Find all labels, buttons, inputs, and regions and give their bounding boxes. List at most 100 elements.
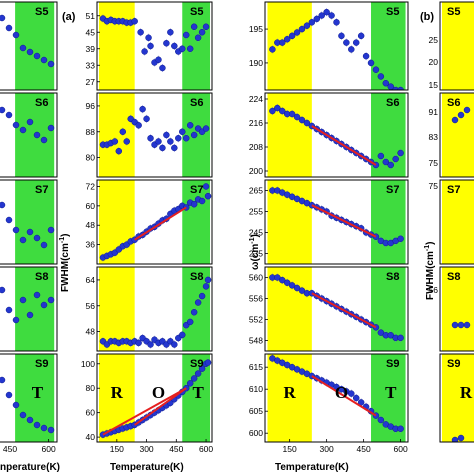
data-point (47, 226, 55, 234)
region-R (441, 2, 474, 90)
data-point (167, 138, 174, 145)
y-tick-label: 39 (86, 44, 96, 54)
data-point (198, 292, 206, 300)
x-tick-label: 450 (169, 444, 183, 454)
data-point (204, 276, 212, 284)
region-T (15, 354, 55, 442)
data-point (372, 66, 380, 73)
data-point (194, 34, 202, 41)
region-T (15, 267, 55, 351)
data-point (352, 39, 360, 46)
subplot-label: S8 (447, 271, 460, 283)
y-tick-label: 20 (429, 57, 439, 67)
y-tick-label: 605 (249, 406, 263, 416)
data-point (175, 134, 182, 142)
data-point (139, 105, 146, 113)
plot-area (0, 180, 55, 264)
subplot-label: S9 (35, 358, 48, 370)
region-R (441, 354, 474, 442)
subplot-label: S5 (190, 6, 203, 18)
data-point (463, 321, 471, 329)
data-point (457, 434, 465, 442)
data-point (147, 341, 154, 348)
fit-line (311, 375, 377, 417)
data-point (131, 18, 138, 25)
data-point (279, 276, 286, 284)
data-point (182, 134, 190, 142)
subplot-a-left-s5: S5 (0, 1, 58, 91)
y-tick-label: 224 (249, 94, 263, 104)
x-axis-title-b: Temperature(K) (275, 462, 349, 473)
data-point (137, 29, 144, 36)
subplot-frame (264, 92, 409, 178)
y-tick-label: 556 (249, 294, 263, 304)
subplot-label: S5 (447, 6, 460, 18)
data-point (47, 60, 55, 68)
data-point (323, 8, 330, 16)
y-tick-label: 615 (249, 362, 263, 372)
data-point (269, 46, 276, 53)
data-point (202, 125, 210, 132)
data-point (5, 306, 13, 314)
data-point (163, 131, 170, 139)
y-tick-label: 33 (86, 60, 96, 70)
data-point (198, 197, 206, 205)
data-point (397, 334, 404, 342)
data-point (397, 149, 404, 157)
data-point (12, 401, 20, 409)
data-point (392, 155, 399, 163)
data-point (47, 296, 55, 304)
data-point (274, 104, 281, 112)
data-point (293, 113, 301, 121)
data-point (26, 311, 34, 319)
subplot-a-left-s8: S8 (0, 266, 58, 352)
data-point (179, 128, 186, 136)
region-R (441, 180, 474, 264)
data-point (190, 200, 198, 208)
y-tick-label: 200 (249, 166, 263, 176)
subplot-label: S6 (386, 97, 399, 109)
phase-label-T: T (192, 383, 204, 402)
y-tick-label: 600 (249, 428, 263, 438)
data-point (279, 39, 286, 46)
data-point (19, 296, 27, 304)
data-point (33, 421, 41, 429)
y-tick-label: 40 (86, 432, 96, 442)
data-point (202, 283, 210, 290)
data-point (40, 241, 48, 249)
data-point (40, 424, 48, 432)
data-point (377, 329, 385, 336)
data-point (179, 331, 186, 339)
data-point (33, 234, 41, 242)
plot-area (98, 354, 212, 442)
data-point (33, 52, 41, 60)
data-point (451, 436, 459, 442)
data-point (190, 131, 198, 139)
region-R (441, 267, 474, 351)
data-point (186, 380, 194, 387)
y-tick-label: 245 (249, 228, 263, 238)
y-tick-label: 15 (429, 80, 439, 90)
data-point (0, 106, 6, 114)
region-R (98, 2, 135, 90)
subplot-frame (439, 92, 474, 178)
data-point (0, 376, 6, 384)
subplot-frame (0, 266, 58, 352)
data-point (387, 332, 394, 339)
data-point (451, 116, 459, 124)
region-T (182, 2, 211, 90)
data-point (202, 23, 210, 30)
subplot-label: S7 (447, 184, 460, 196)
y-tick-label: 60 (86, 201, 96, 211)
data-point (186, 45, 194, 52)
data-point (145, 34, 152, 41)
data-point (357, 32, 365, 40)
data-point (119, 128, 127, 136)
fit-line (311, 204, 377, 238)
plot-area (0, 354, 55, 442)
subplot-b-left-s5: S5 190 195 (249, 1, 409, 91)
data-point (283, 279, 291, 286)
phase-label-T: T (385, 383, 397, 402)
subplot-b-left-s7: S7 235 245 255 265 (249, 179, 409, 265)
data-point (171, 144, 178, 152)
